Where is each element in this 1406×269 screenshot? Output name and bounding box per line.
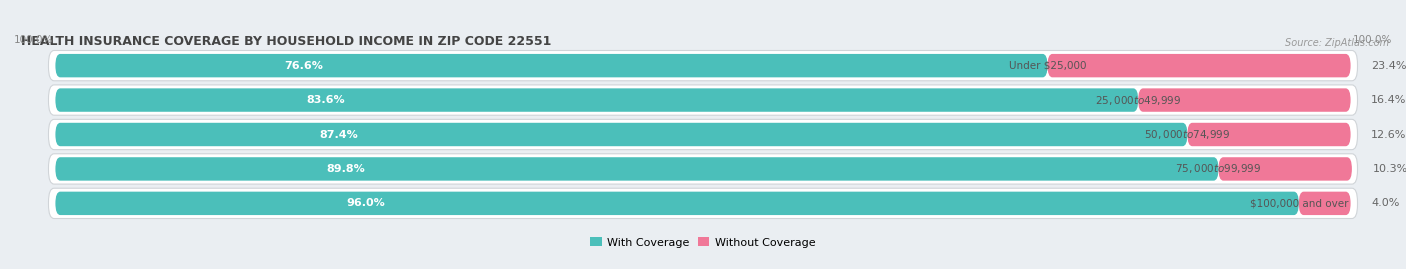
Text: $75,000 to $99,999: $75,000 to $99,999	[1175, 162, 1261, 175]
Legend: With Coverage, Without Coverage: With Coverage, Without Coverage	[586, 233, 820, 252]
FancyBboxPatch shape	[48, 85, 1358, 115]
Text: 100.0%: 100.0%	[14, 35, 53, 45]
FancyBboxPatch shape	[55, 192, 1299, 215]
FancyBboxPatch shape	[48, 188, 1358, 218]
Text: 96.0%: 96.0%	[347, 198, 385, 208]
Text: Under $25,000: Under $25,000	[1008, 61, 1087, 71]
Text: 100.0%: 100.0%	[1353, 35, 1392, 45]
Text: 83.6%: 83.6%	[307, 95, 346, 105]
Text: HEALTH INSURANCE COVERAGE BY HOUSEHOLD INCOME IN ZIP CODE 22551: HEALTH INSURANCE COVERAGE BY HOUSEHOLD I…	[21, 36, 551, 48]
FancyBboxPatch shape	[48, 51, 1358, 81]
FancyBboxPatch shape	[1139, 88, 1351, 112]
FancyBboxPatch shape	[1219, 157, 1353, 181]
Text: 4.0%: 4.0%	[1371, 198, 1399, 208]
Text: $50,000 to $74,999: $50,000 to $74,999	[1144, 128, 1230, 141]
Text: 89.8%: 89.8%	[326, 164, 366, 174]
Text: Source: ZipAtlas.com: Source: ZipAtlas.com	[1285, 38, 1389, 48]
Text: 12.6%: 12.6%	[1371, 129, 1406, 140]
FancyBboxPatch shape	[48, 119, 1358, 150]
Text: 76.6%: 76.6%	[284, 61, 323, 71]
FancyBboxPatch shape	[1047, 54, 1351, 77]
Text: 23.4%: 23.4%	[1371, 61, 1406, 71]
Text: 87.4%: 87.4%	[319, 129, 357, 140]
FancyBboxPatch shape	[1188, 123, 1351, 146]
FancyBboxPatch shape	[55, 157, 1219, 181]
FancyBboxPatch shape	[55, 123, 1188, 146]
FancyBboxPatch shape	[55, 54, 1047, 77]
Text: 10.3%: 10.3%	[1372, 164, 1406, 174]
FancyBboxPatch shape	[55, 88, 1139, 112]
Text: 16.4%: 16.4%	[1371, 95, 1406, 105]
FancyBboxPatch shape	[48, 154, 1358, 184]
Text: $100,000 and over: $100,000 and over	[1250, 198, 1348, 208]
FancyBboxPatch shape	[1299, 192, 1351, 215]
Text: $25,000 to $49,999: $25,000 to $49,999	[1095, 94, 1181, 107]
